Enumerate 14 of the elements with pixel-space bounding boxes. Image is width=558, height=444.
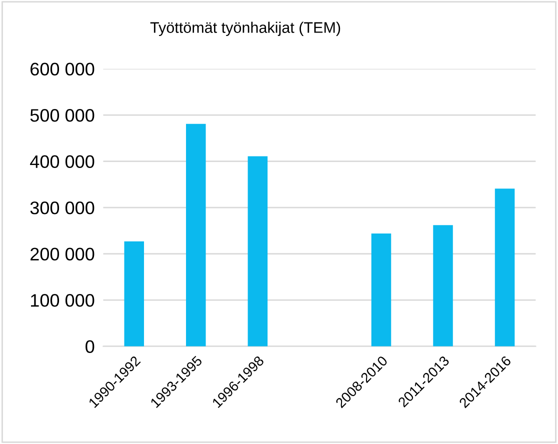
y-tick-label: 600 000 bbox=[30, 62, 94, 76]
bar bbox=[186, 124, 206, 346]
y-tick-label: 400 000 bbox=[30, 155, 94, 168]
bar bbox=[371, 233, 392, 346]
bar bbox=[433, 225, 453, 346]
bar bbox=[124, 241, 144, 346]
bar bbox=[494, 188, 515, 346]
y-tick-label: 100 000 bbox=[31, 294, 94, 307]
y-tick-label: 200 000 bbox=[30, 248, 94, 261]
y-tick-label: 0 bbox=[86, 340, 94, 354]
bar bbox=[248, 156, 268, 346]
y-tick-label: 500 000 bbox=[30, 109, 94, 122]
y-tick-label: 300 000 bbox=[30, 202, 94, 214]
chart-title: Työttömät työnhakijat (TEM) bbox=[150, 22, 340, 36]
